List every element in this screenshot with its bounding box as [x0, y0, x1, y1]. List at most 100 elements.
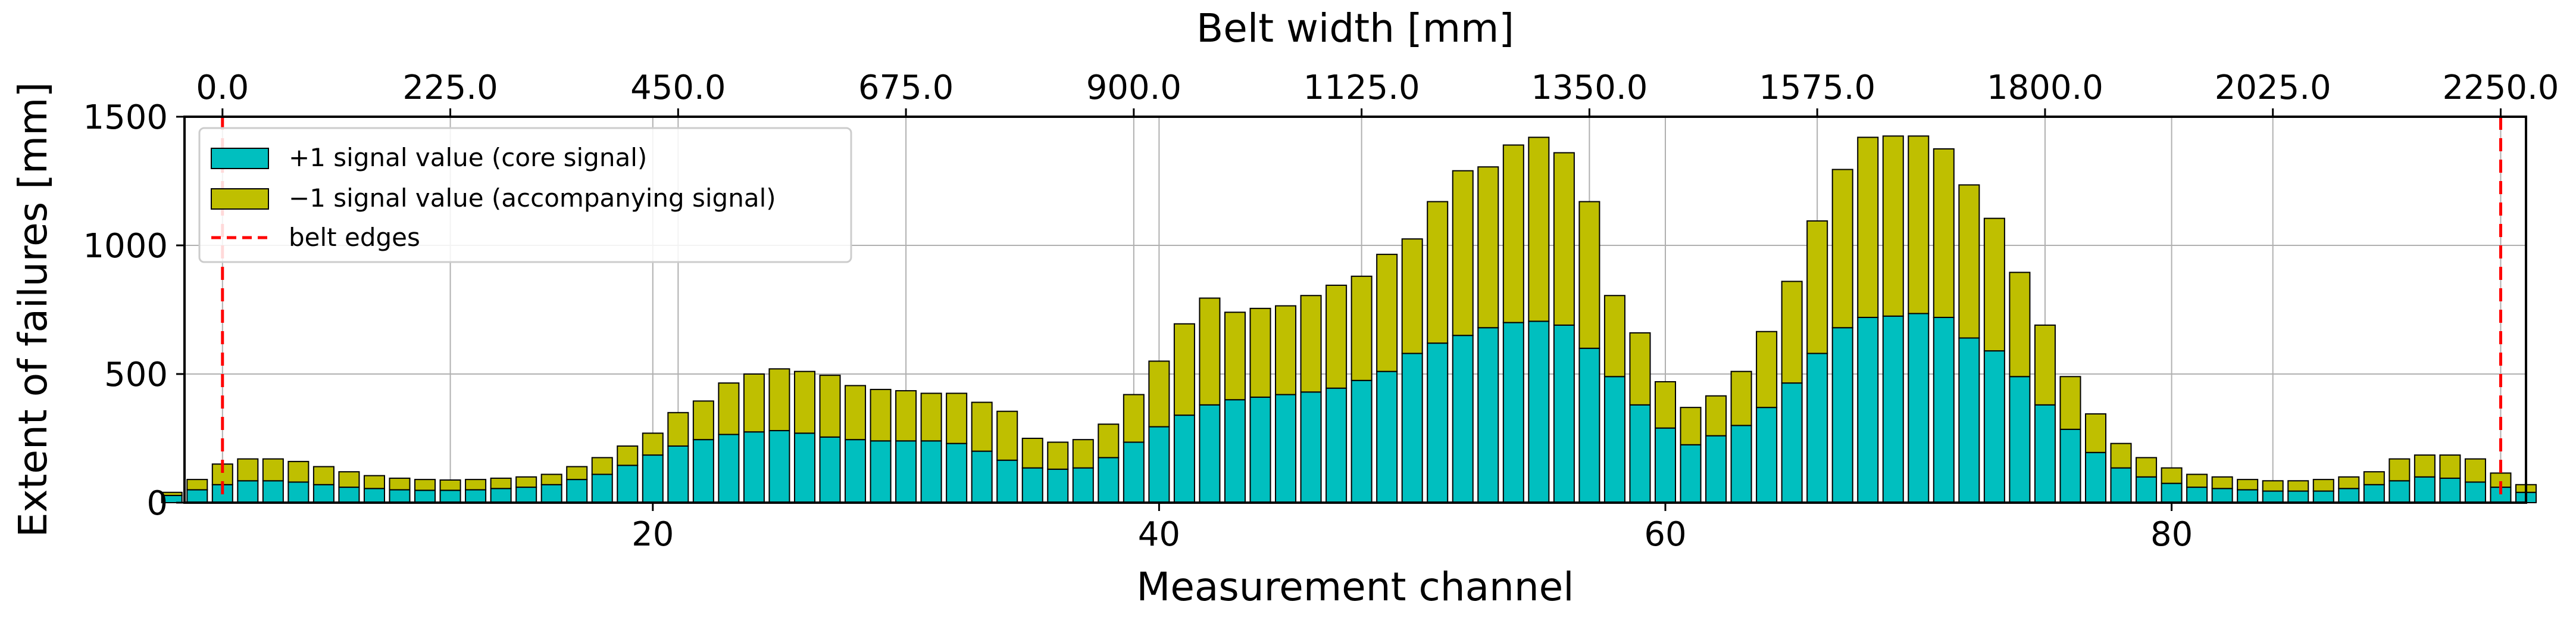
bar-accompanying-68 [1857, 136, 1879, 318]
bar-accompanying-59 [1629, 332, 1651, 406]
bar-accompanying-5 [262, 458, 284, 482]
bar-core-15 [515, 487, 537, 504]
bar-core-49 [1376, 370, 1398, 503]
bar-accompanying-64 [1756, 331, 1778, 409]
bar-accompanying-1 [161, 491, 183, 496]
bar-core-82 [2211, 488, 2233, 503]
bar-core-2 [186, 489, 208, 504]
bar-accompanying-49 [1376, 254, 1398, 372]
bar-accompanying-47 [1325, 284, 1348, 389]
bar-accompanying-50 [1401, 238, 1423, 354]
bar-accompanying-79 [2136, 457, 2158, 478]
bar-core-45 [1275, 394, 1297, 503]
bar-core-59 [1629, 404, 1651, 504]
bar-accompanying-15 [515, 476, 537, 488]
bar-accompanying-6 [287, 460, 310, 483]
bar-core-23 [718, 434, 740, 504]
bar-accompanying-88 [2363, 471, 2385, 485]
x2-tick-label-2: 450.0 [630, 68, 726, 107]
bar-core-16 [540, 484, 562, 504]
bar-accompanying-22 [692, 400, 714, 441]
bar-accompanying-91 [2439, 454, 2461, 479]
bar-core-65 [1781, 382, 1803, 503]
bar-core-91 [2439, 477, 2461, 504]
bar-accompanying-41 [1173, 323, 1195, 416]
bar-core-11 [414, 490, 436, 503]
bar-core-68 [1857, 316, 1879, 504]
bar-core-12 [439, 490, 461, 503]
bar-accompanying-55 [1528, 136, 1550, 322]
bar-core-52 [1452, 335, 1474, 503]
bar-core-70 [1908, 313, 1930, 503]
bar-core-35 [1021, 467, 1043, 503]
bar-core-79 [2136, 476, 2158, 503]
bar-accompanying-45 [1275, 305, 1297, 395]
legend-swatch-core [211, 148, 269, 169]
bar-core-29 [870, 440, 892, 504]
bar-core-20 [642, 454, 664, 504]
bar-accompanying-37 [1072, 439, 1094, 469]
bar-accompanying-10 [389, 477, 411, 491]
bar-accompanying-67 [1831, 169, 1853, 329]
bar-accompanying-19 [617, 445, 639, 466]
bar-core-21 [667, 445, 689, 504]
bar-accompanying-33 [971, 401, 993, 452]
x2-tick-label-1: 225.0 [402, 68, 498, 107]
x2-tick-label-9: 2025.0 [2215, 68, 2331, 107]
bar-core-85 [2287, 490, 2309, 503]
bar-accompanying-26 [793, 370, 815, 434]
bar-core-8 [338, 487, 360, 504]
bar-core-19 [617, 465, 639, 503]
bar-core-74 [2009, 376, 2031, 503]
bar-accompanying-2 [186, 479, 208, 491]
bar-accompanying-30 [895, 390, 917, 442]
bar-accompanying-80 [2161, 467, 2183, 484]
bar-core-25 [768, 430, 790, 503]
bar-core-66 [1806, 353, 1828, 503]
bar-core-42 [1199, 404, 1221, 504]
bar-accompanying-13 [465, 479, 487, 491]
bar-accompanying-63 [1730, 370, 1752, 426]
tick-marks [176, 108, 2502, 511]
tick-labels: 20 40 60 80 0 500 1000 1500 0.0 225.0 450.0 675.0 90… [83, 68, 2559, 554]
legend-label-accompanying: −1 signal value (accompanying signal) [289, 183, 776, 213]
bar-accompanying-58 [1603, 295, 1625, 378]
y-tick-label-2: 1000 [83, 227, 168, 266]
legend-label-core: +1 signal value (core signal) [289, 143, 647, 172]
x2-tick-label-3: 675.0 [858, 68, 954, 107]
bar-core-37 [1072, 467, 1094, 503]
bar-accompanying-85 [2287, 480, 2309, 492]
bar-accompanying-51 [1427, 201, 1449, 344]
bar-accompanying-32 [946, 392, 968, 444]
y-tick-label-1: 500 [104, 356, 168, 394]
x2-tick-label-7: 1575.0 [1759, 68, 1875, 107]
bar-accompanying-81 [2186, 473, 2208, 488]
bar-accompanying-14 [490, 477, 512, 490]
y-axis-title: Extent of failures [mm] [10, 82, 56, 537]
bar-core-76 [2059, 428, 2081, 504]
bar-core-71 [1933, 316, 1955, 504]
bar-core-39 [1123, 441, 1145, 503]
bar-core-90 [2414, 476, 2436, 503]
bar-core-80 [2161, 482, 2183, 503]
bar-core-50 [1401, 353, 1423, 503]
bar-core-53 [1477, 327, 1499, 503]
bar-core-84 [2262, 490, 2284, 503]
x-tick-label-2: 60 [1644, 515, 1686, 554]
bar-accompanying-65 [1781, 281, 1803, 384]
bar-core-31 [920, 440, 942, 504]
bar-accompanying-12 [439, 479, 461, 491]
bar-core-92 [2464, 481, 2486, 504]
bar-accompanying-34 [996, 410, 1018, 461]
bar-accompanying-39 [1123, 394, 1145, 443]
bar-accompanying-18 [591, 457, 613, 475]
bar-core-5 [262, 480, 284, 504]
bar-accompanying-73 [1983, 217, 2005, 352]
bar-accompanying-29 [870, 388, 892, 442]
bar-core-34 [996, 459, 1018, 503]
y-tick-label-3: 1500 [83, 98, 168, 137]
bar-core-7 [312, 484, 334, 504]
bar-core-62 [1705, 435, 1727, 503]
bar-accompanying-11 [414, 479, 436, 491]
legend-label-belt-edges: belt edges [289, 223, 420, 252]
